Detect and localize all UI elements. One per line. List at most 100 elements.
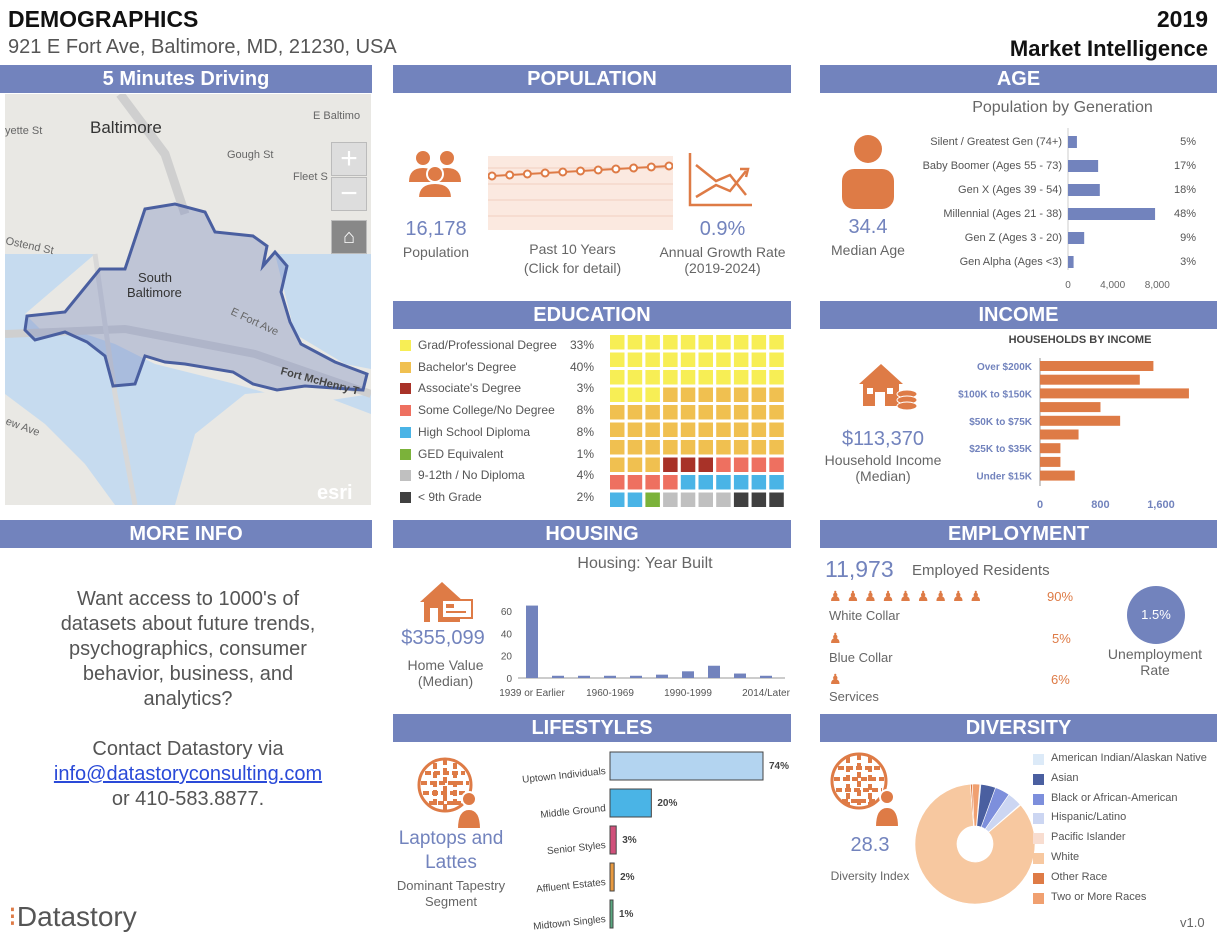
trend-label-detail[interactable]: (Click for detail) [523,260,622,276]
map-svg: Baltimore South Baltimore yette St Gough… [5,94,371,505]
education-header: EDUCATION [393,301,791,329]
income-bar [1040,429,1079,440]
education-waffle-cell [627,457,643,472]
education-waffle-cell [663,405,678,420]
segment-name: Laptops and [398,828,504,849]
education-waffle-cell [733,387,749,402]
worker-icon: ♟ [846,588,860,604]
people-icon [409,151,461,199]
home-icon[interactable]: ⌂ [331,220,367,254]
unemployment-value: 1.5% [1127,586,1185,644]
housing-header: HOUSING [393,520,791,548]
segment-label: Dominant Tapestry [396,878,506,893]
diversity-slice [914,783,1036,905]
diversity-swatch [1033,872,1044,884]
map-street-label: Fleet S [293,171,328,183]
education-waffle-cell [680,457,696,472]
education-waffle-cell [645,475,660,490]
report-subtitle: Market Intelligence [1009,36,1208,61]
diversity-swatch [1033,754,1044,765]
housing-bar [578,675,590,678]
zoom-out-button[interactable]: − [331,177,367,211]
education-waffle-cell [663,475,678,490]
moreinfo-header: MORE INFO [0,520,372,548]
population-trend-chart[interactable] [488,146,673,230]
education-waffle-cell [769,440,784,455]
education-waffle-cell [733,422,749,437]
education-waffle-cell [733,352,749,367]
map-header: 5 Minutes Driving [0,65,372,93]
education-waffle-cell [610,405,625,420]
growth-chart-icon [688,153,752,207]
diversity-globe-icon [830,752,901,827]
housing-tick-label: 60 [501,607,513,618]
services-icons: ♟ [829,671,1029,689]
education-category-label: High School Diploma [418,424,531,439]
age-category-label: Gen Alpha (Ages <3) [960,256,1062,268]
education-waffle-cell [627,405,643,420]
housing-bar [760,675,772,678]
white-collar-pct: 90% [1047,589,1074,604]
age-category-label: Millennial (Ages 21 - 38) [943,208,1062,220]
map[interactable]: Baltimore South Baltimore yette St Gough… [5,94,371,505]
diversity-pie-chart [914,783,1036,905]
education-waffle-cell [645,422,660,437]
housing-category-label: 2014/Later [742,688,790,699]
diversity-legend-label: White [1051,851,1080,863]
lifestyle-bar-label: 2% [620,872,635,883]
education-waffle-cell [645,492,660,507]
income-category-label: Under $15K [976,472,1032,483]
education-category-label: GED Equivalent [418,446,504,461]
email-link[interactable]: info@datastoryconsulting.com [53,763,323,785]
education-swatch [400,470,411,482]
education-waffle-cell [716,457,731,472]
education-category-label: Grad/Professional Degree [418,338,557,352]
trend-point [629,163,639,173]
education-waffle-cell [610,352,625,367]
education-waffle-cell [610,422,625,437]
services-pct: 6% [1051,672,1070,687]
income-label-median: (Median) [855,468,911,484]
education-value-label: 4% [576,468,594,483]
age-bar-chart: Silent / Greatest Gen (74+) 5% Baby Boomer… [923,128,1196,291]
moreinfo-text: Want access to 1000's of datasets about … [60,588,316,710]
education-waffle-cell [610,492,625,507]
education-waffle-cell [751,335,767,350]
worker-icon: ♟ [829,630,842,646]
lifestyle-bar [609,825,617,855]
income-tick-label: 0 [1037,499,1043,511]
education-waffle-cell [663,370,678,385]
income-category-label: $50K to $75K [969,417,1033,428]
education-swatch [400,491,411,503]
worker-icon: ♟ [916,588,930,604]
zoom-in-button[interactable]: + [331,142,367,176]
employed-value: 11,973 [825,556,894,582]
diversity-value: 28.3 [850,834,890,856]
education-waffle-cell [663,387,678,402]
housing-bar-chart: 0 20 40 60 1939 or Earlier 1960-1969 1990-1999… [499,605,790,699]
education-waffle-cell [751,387,767,402]
trend-point [488,171,497,181]
education-waffle-cell [663,457,678,472]
diversity-legend-label: Other Race [1051,870,1108,883]
education-waffle-cell [698,457,713,472]
education-waffle-chart [610,335,784,507]
trend-point [593,165,603,175]
education-waffle-cell [645,440,660,455]
trend-point [611,164,621,174]
datastory-logo: ⁝Datastory [8,901,137,932]
map-street-label: yette St [5,125,42,137]
education-waffle-cell [610,387,625,402]
education-waffle-cell [680,352,696,367]
diversity-legend-label: Two or More Races [1051,890,1147,903]
age-bar [1068,208,1156,220]
education-waffle-cell [751,352,767,367]
education-waffle-cell [751,405,767,420]
age-chart-title: Population by Generation [972,99,1153,116]
education-waffle-cell [751,457,767,472]
housing-bar [708,665,720,678]
education-waffle-cell [610,440,625,455]
income-category-label: $100K to $150K [958,389,1033,400]
education-waffle-cell [627,335,643,350]
income-bar [1040,402,1101,413]
